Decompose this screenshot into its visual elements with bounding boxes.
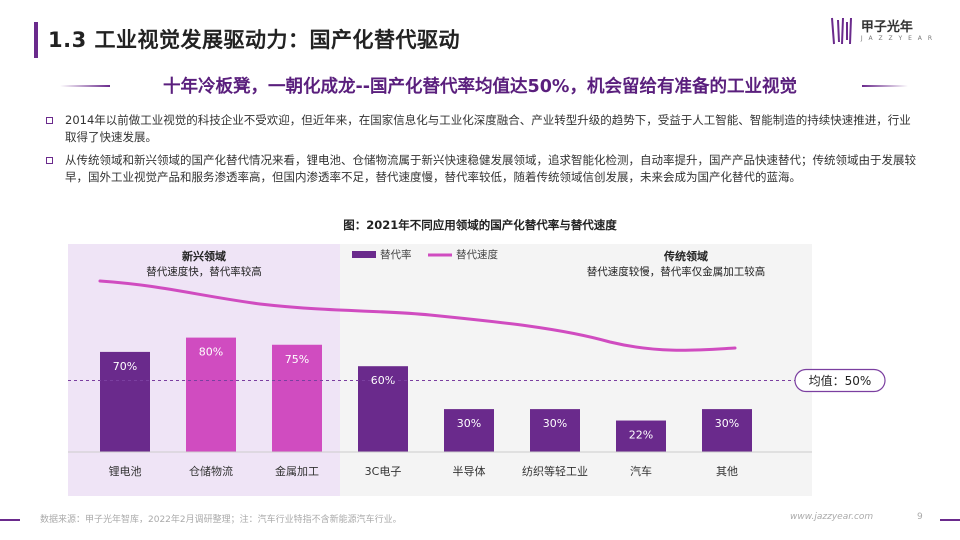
bullet-item: 2014年以前做工业视觉的科技企业不受欢迎，但近年来，在国家信息化与工业化深度融… [46, 112, 918, 146]
bar-仓储物流 [186, 337, 236, 452]
category-label: 仓储物流 [189, 464, 233, 478]
bar-锂电池 [100, 351, 150, 452]
average-badge [794, 368, 886, 393]
category-label: 纺织等轻工业 [522, 464, 588, 478]
category-label: 金属加工 [275, 464, 319, 478]
bar-value-label: 22% [629, 429, 653, 442]
category-label: 汽车 [630, 464, 652, 478]
bar-纺织等轻工业 [530, 409, 580, 452]
bar-value-label: 70% [113, 360, 137, 373]
bullet-item: 从传统领域和新兴领域的国产化替代情况来看，锂电池、仓储物流属于新兴快速稳健发展领… [46, 152, 918, 186]
bar-汽车 [616, 420, 666, 452]
traditional-region-bg [340, 244, 812, 496]
category-label: 半导体 [453, 464, 486, 478]
category-label: 3C电子 [365, 465, 402, 478]
bar-value-label: 30% [715, 417, 739, 430]
bar-value-label: 30% [457, 417, 481, 430]
subtitle: 十年冷板凳，一朝化成龙--国产化替代率均值达50%，机会留给有准备的工业视觉 [163, 77, 797, 97]
logo: 甲子光年 J A Z Z Y E A R [829, 16, 934, 46]
title-accent-bar [34, 22, 38, 58]
bullet-text: 从传统领域和新兴领域的国产化替代情况来看，锂电池、仓储物流属于新兴快速稳健发展领… [65, 153, 916, 184]
legend-label-替代率: 替代率 [380, 248, 412, 261]
traditional-region-desc: 替代速度较慢，替代率仅金属加工较高 [587, 265, 766, 278]
square-bullet-icon [46, 117, 53, 124]
subtitle-left-line [60, 85, 110, 87]
bullet-list: 2014年以前做工业视觉的科技企业不受欢迎，但近年来，在国家信息化与工业化深度融… [46, 112, 918, 192]
chart-title: 图：2021年不同应用领域的国产化替代率与替代速度 [343, 218, 617, 232]
emerging-region-desc: 替代速度快，替代率较高 [146, 265, 262, 278]
footer-source: 数据来源：甲子光年智库，2022年2月调研整理；注：汽车行业特指不含新能源汽车行… [40, 515, 402, 525]
bar-金属加工 [272, 344, 322, 452]
bar-value-label: 80% [199, 346, 223, 359]
bar-其他 [702, 409, 752, 452]
logo-text: 甲子光年 [860, 19, 913, 35]
page-title: 1.3 工业视觉发展驱动力：国产化替代驱动 [48, 28, 461, 52]
jazzyear-logo-icon [830, 17, 852, 45]
footer-left-line [0, 519, 20, 521]
bar-value-label: 75% [285, 353, 309, 366]
footer-url: www.jazzyear.com [790, 512, 874, 522]
legend-label-替代速度: 替代速度 [456, 248, 498, 261]
bar-半导体 [444, 409, 494, 452]
emerging-region-title: 新兴领域 [182, 249, 226, 263]
speed-line [98, 279, 737, 352]
square-bullet-icon [46, 157, 53, 164]
category-label: 锂电池 [109, 464, 142, 478]
legend-swatch-替代率 [352, 251, 376, 258]
category-label: 其他 [716, 465, 738, 478]
bar-value-label: 30% [543, 417, 567, 430]
average-label: 均值：50% [809, 373, 872, 388]
traditional-region-title: 传统领域 [663, 249, 708, 263]
bullet-text: 2014年以前做工业视觉的科技企业不受欢迎，但近年来，在国家信息化与工业化深度融… [65, 113, 911, 144]
subtitle-right-line [862, 85, 908, 87]
logo-subtext: J A Z Z Y E A R [860, 34, 934, 42]
page-number: 9 [917, 512, 923, 522]
footer-right-line [940, 519, 960, 521]
